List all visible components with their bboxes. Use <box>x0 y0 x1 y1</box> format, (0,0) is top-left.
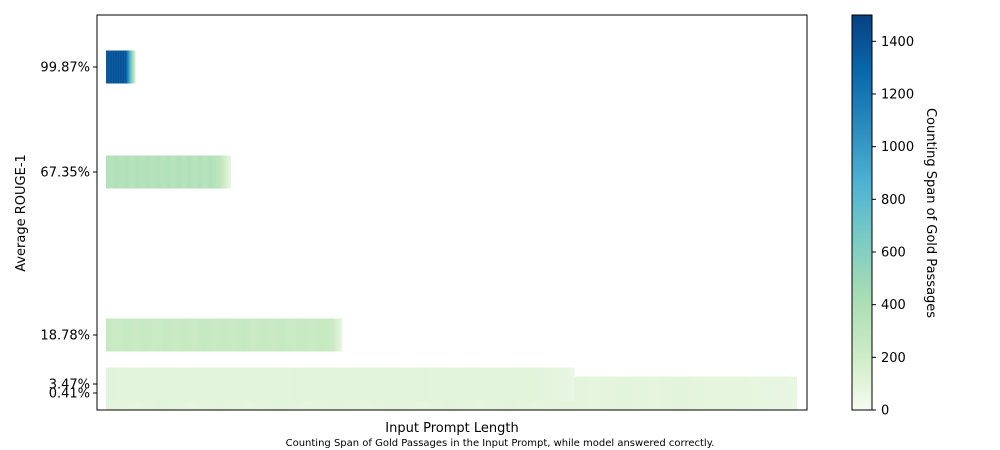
y-axis-label: Average ROUGE-1 <box>14 154 29 272</box>
heatmap-row <box>106 367 575 401</box>
colorbar-ticks: 0 200 400 600 800 1000 1200 1400 <box>872 35 914 419</box>
chart-caption: Counting Span of Gold Passages in the In… <box>286 438 715 449</box>
heatmap-row <box>106 155 232 189</box>
heatmap-row <box>106 318 343 352</box>
colorbar-tick-label: 800 <box>881 193 906 208</box>
colorbar-tick-label: 1400 <box>881 35 914 50</box>
y-tick-label: 0.41% <box>49 387 90 402</box>
colorbar-tick-label: 0 <box>881 404 889 419</box>
y-axis-ticks: 99.87% 67.35% 18.78% 3.47%0.41% <box>40 61 97 402</box>
colorbar-tick-label: 1000 <box>881 140 914 155</box>
colorbar-tick-label: 200 <box>881 351 906 366</box>
colorbar-tick-label: 1200 <box>881 88 914 103</box>
y-tick-label: 18.78% <box>40 329 90 344</box>
y-tick-label: 99.87% <box>40 61 90 76</box>
colorbar-label: Counting Span of Gold Passages <box>923 108 938 318</box>
heatmap-rows <box>106 50 797 410</box>
y-tick-label: 67.35% <box>40 166 90 181</box>
colorbar-tick-label: 600 <box>881 246 906 261</box>
heatmap-row <box>106 50 136 84</box>
y-tick-label: 3.47% <box>49 378 90 393</box>
colorbar-tick-label: 400 <box>881 298 906 313</box>
colorbar <box>851 14 873 411</box>
x-axis-label: Input Prompt Length <box>385 421 518 436</box>
